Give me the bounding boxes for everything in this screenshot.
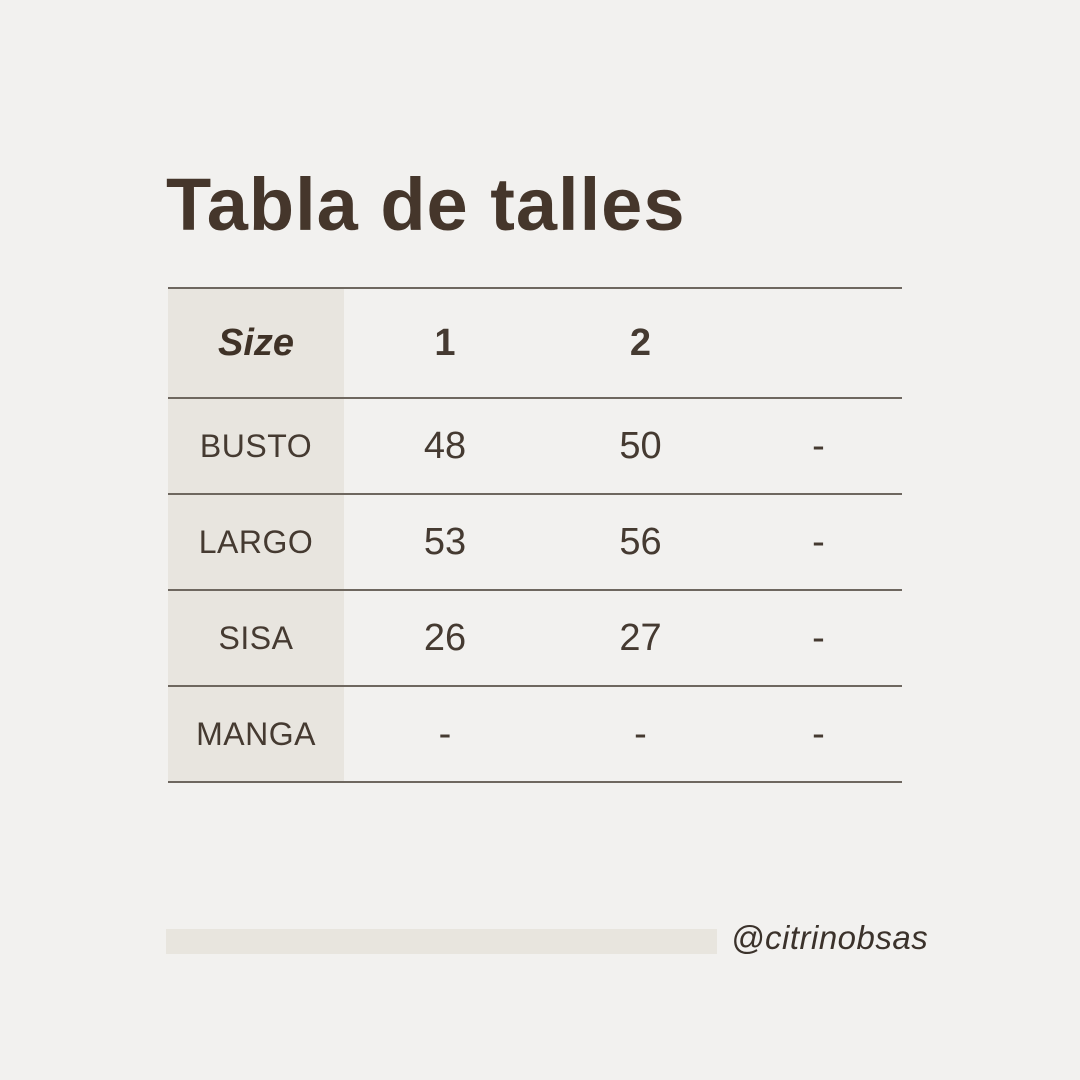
instagram-handle: @citrinobsas [731, 919, 929, 956]
cell-value: - [812, 712, 825, 755]
header-size-label: Size [168, 289, 344, 397]
cell-value: 26 [423, 616, 467, 659]
row-label: SISA [168, 591, 344, 685]
cell-value: 50 [619, 424, 662, 467]
cell-value: - [812, 520, 825, 563]
header-col-size-2: 2 [629, 321, 652, 364]
table-row-manga: MANGA - - - [168, 685, 902, 781]
page-title: Tabla de talles [166, 163, 686, 246]
size-table: Size 1 2 BUSTO 48 50 - LARGO 53 56 - SIS… [168, 287, 902, 783]
table-row-largo: LARGO 53 56 - [168, 493, 902, 589]
cell-value: - [634, 712, 647, 755]
cell-value: - [438, 712, 452, 755]
table-row-busto: BUSTO 48 50 - [168, 397, 902, 493]
header-col-size-1: 1 [434, 321, 456, 364]
header-col-size-3 [735, 289, 902, 397]
footer-accent-bar [166, 929, 717, 954]
row-label: BUSTO [168, 399, 344, 493]
table-header-row: Size 1 2 [168, 287, 902, 397]
cell-value: 56 [619, 520, 662, 563]
cell-value: - [812, 616, 825, 659]
table-row-sisa: SISA 26 27 - [168, 589, 902, 685]
cell-value: 53 [423, 520, 467, 563]
row-label: LARGO [168, 495, 344, 589]
row-label: MANGA [168, 687, 344, 781]
cell-value: - [812, 424, 825, 467]
cell-value: 48 [423, 424, 467, 467]
cell-value: 27 [619, 616, 662, 659]
